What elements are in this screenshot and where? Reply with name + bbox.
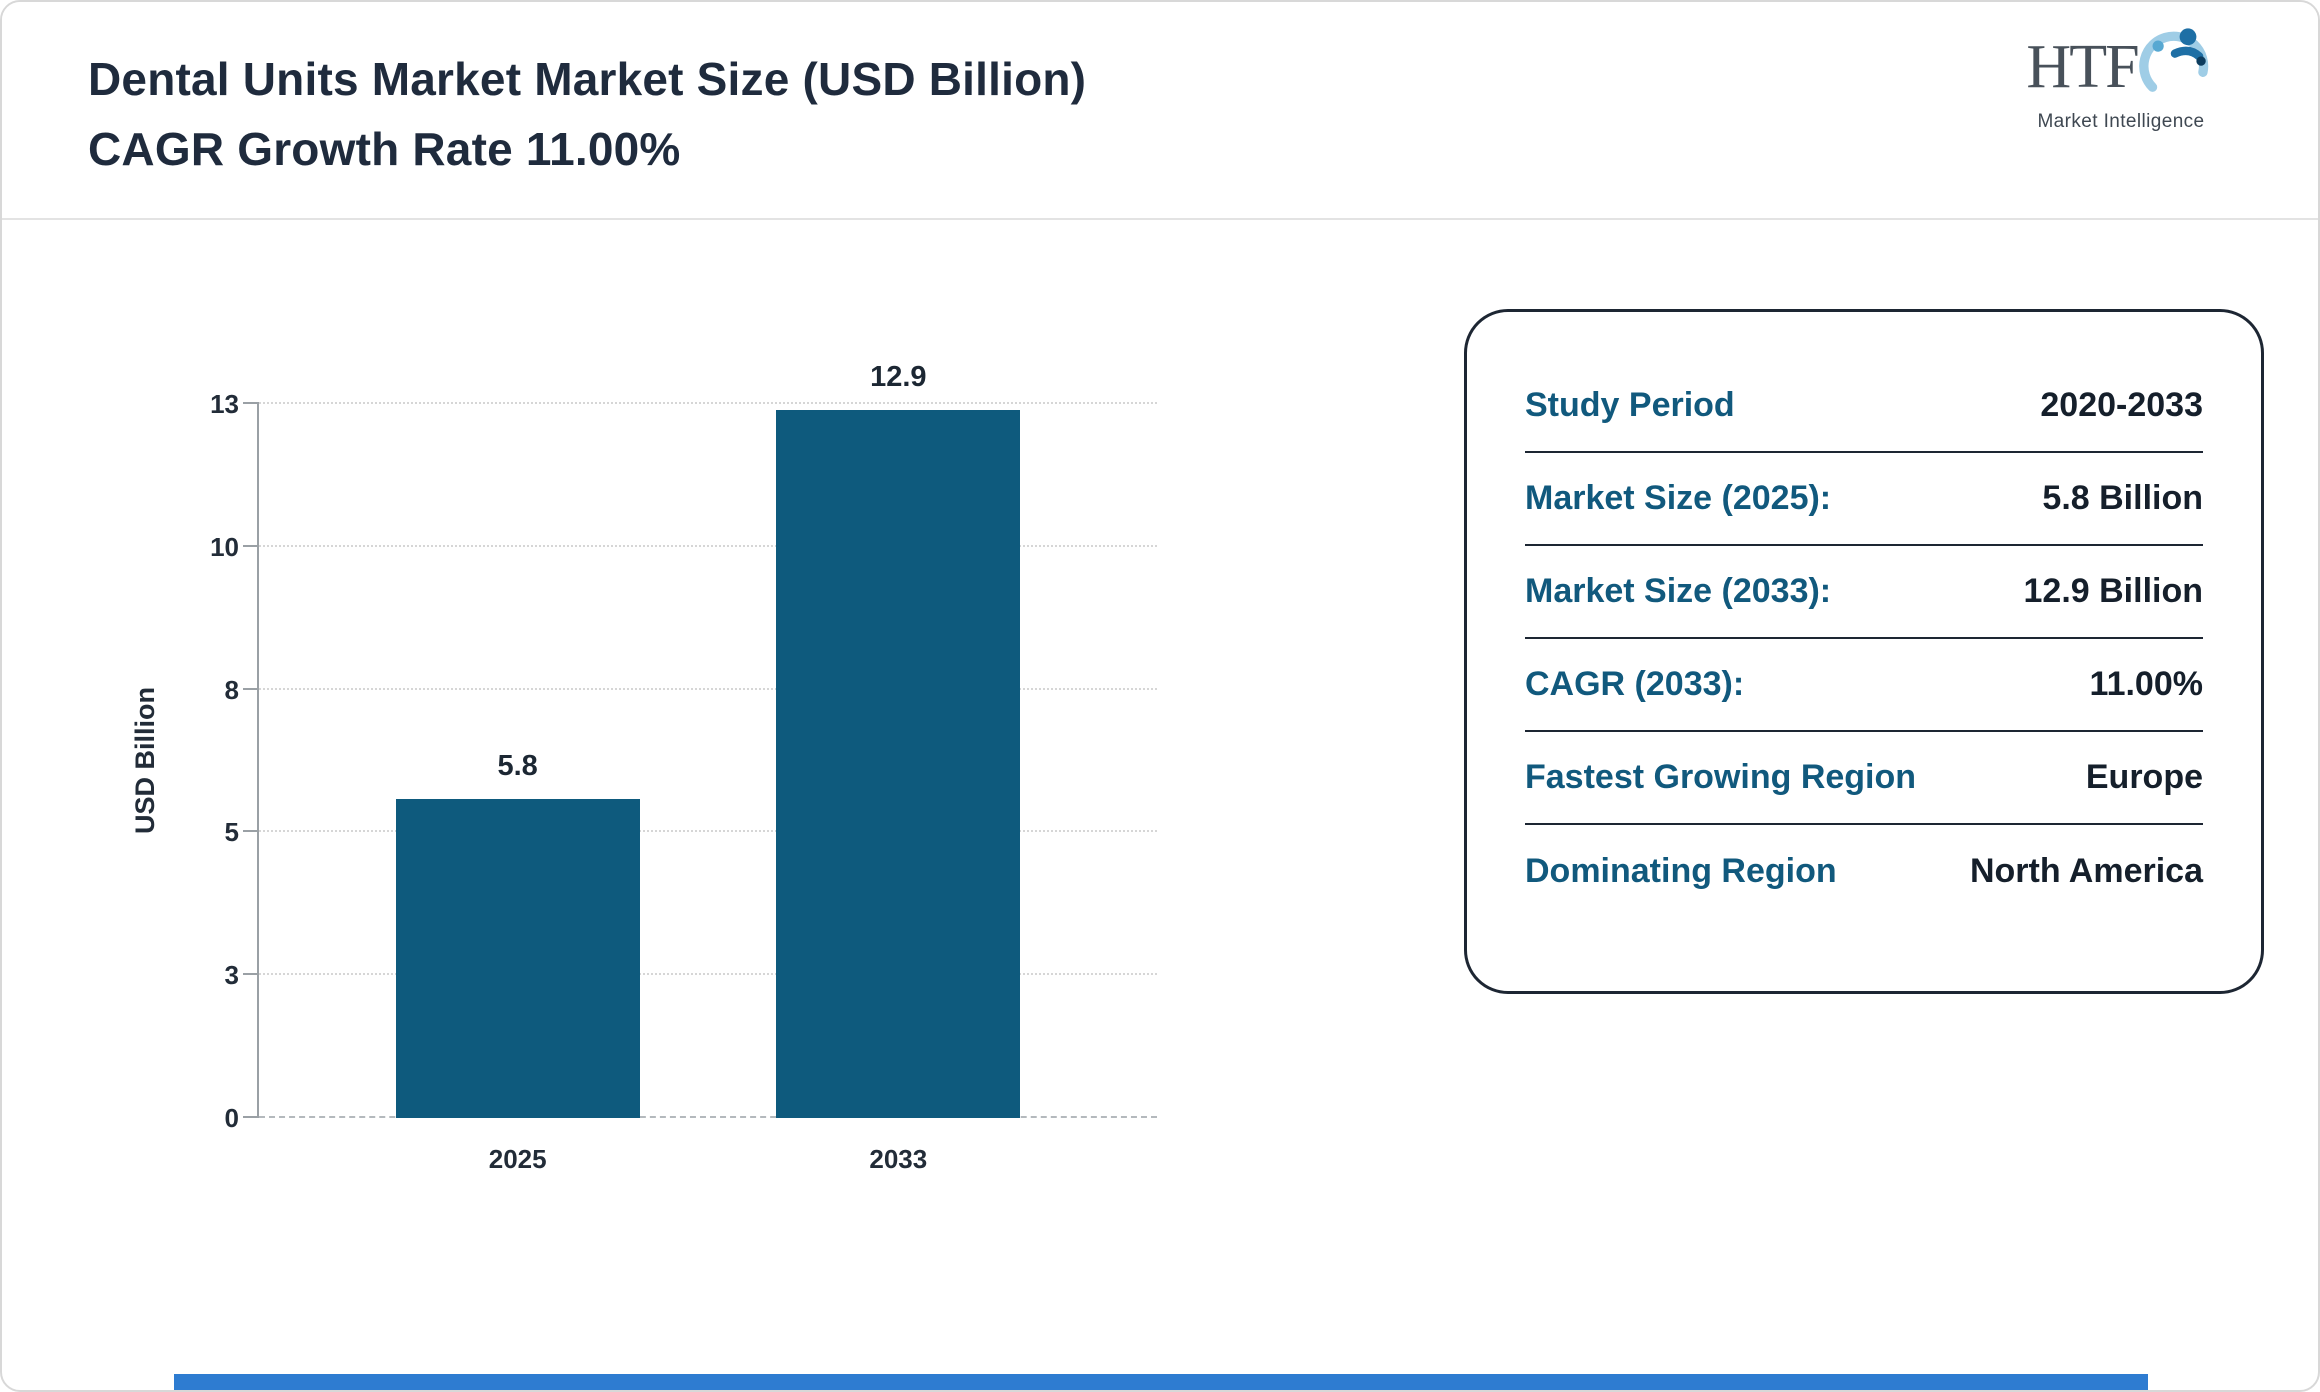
logo-wordmark: HTF: [1986, 24, 2256, 109]
y-tick-label: 0: [224, 1103, 239, 1133]
title-line-1: Dental Units Market Market Size (USD Bil…: [88, 53, 1087, 105]
y-tick-label: 10: [210, 531, 239, 562]
page-title: Dental Units Market Market Size (USD Bil…: [88, 44, 1086, 184]
row-label: Market Size (2025):: [1525, 479, 1832, 517]
y-axis-ticks-layer: 0 3 5 8 10 13: [210, 391, 1157, 1131]
logo-text: HTF: [2026, 32, 2139, 101]
row-value: 12.9 Billion: [2023, 572, 2204, 610]
summary-row-dominating-region: Dominating Region North America: [1525, 825, 2203, 918]
bar-2025: [395, 799, 640, 1118]
row-label: Dominating Region: [1525, 852, 1837, 890]
x-tick-label: 2033: [869, 1144, 928, 1174]
y-tick-label: 8: [224, 674, 239, 705]
bar-2033: [776, 409, 1021, 1118]
summary-row-market-size-2025: Market Size (2025): 5.8 Billion: [1525, 453, 2203, 546]
bar-column-2025: 5.8 2025: [395, 404, 640, 1174]
y-tick-label: 13: [210, 389, 239, 419]
gridline: [259, 687, 1157, 690]
gridline: [259, 544, 1157, 547]
row-value: 5.8 Billion: [2042, 479, 2203, 517]
y-tick-label: 5: [224, 817, 239, 848]
row-value: 2020-2033: [2040, 386, 2203, 424]
bar-value-label: 12.9: [870, 360, 927, 393]
x-tick-label: 2025: [488, 1144, 547, 1174]
y-tick-mark: [243, 402, 259, 404]
logo-swirl-icon: [2132, 20, 2216, 109]
summary-row-fastest-growing-region: Fastest Growing Region Europe: [1525, 732, 2203, 825]
y-axis-title: USD Billion: [130, 687, 160, 835]
footer-accent-bar: [174, 1374, 2148, 1390]
gridline: [259, 973, 1157, 976]
row-value: North America: [1969, 852, 2203, 890]
summary-row-cagr: CAGR (2033): 11.00%: [1525, 639, 2203, 732]
header: Dental Units Market Market Size (USD Bil…: [2, 2, 2318, 220]
row-label: CAGR (2033):: [1525, 665, 1745, 703]
gridlines-layer: [243, 402, 1157, 1118]
bar-column-2033: 12.9 2033: [776, 361, 1021, 1174]
y-tick-label: 3: [224, 960, 239, 991]
row-label: Market Size (2033):: [1525, 572, 1832, 610]
logo-subtitle: Market Intelligence: [2037, 111, 2205, 132]
bar-value-label: 5.8: [497, 750, 538, 783]
y-tick-mark: [243, 687, 259, 690]
title-line-2: CAGR Growth Rate 11.00%: [88, 123, 681, 175]
gridline: [259, 830, 1157, 833]
y-tick-mark: [243, 973, 259, 976]
bars-layer: 5.8 2025 12.9 2033: [259, 361, 1157, 1174]
y-tick-mark: [243, 830, 259, 833]
row-value: 11.00%: [2089, 665, 2203, 703]
market-summary-card: Study Period 2020-2033 Market Size (2025…: [1464, 309, 2264, 994]
summary-row-study-period: Study Period 2020-2033: [1525, 360, 2203, 453]
summary-row-market-size-2033: Market Size (2033): 12.9 Billion: [1525, 546, 2203, 639]
htf-logo: HTF Market Intelligence: [1986, 24, 2256, 133]
row-label: Fastest Growing Region: [1525, 758, 1917, 796]
gridline: [259, 402, 1157, 404]
y-tick-mark: [243, 1116, 259, 1118]
row-value: Europe: [2085, 758, 2203, 796]
x-axis-baseline: [259, 1116, 1157, 1118]
row-label: Study Period: [1525, 386, 1735, 424]
bar-chart-plot-area: 0 3 5 8 10 13 5.8 2025 12.9 2033: [210, 361, 1157, 1174]
y-tick-mark: [243, 544, 259, 547]
